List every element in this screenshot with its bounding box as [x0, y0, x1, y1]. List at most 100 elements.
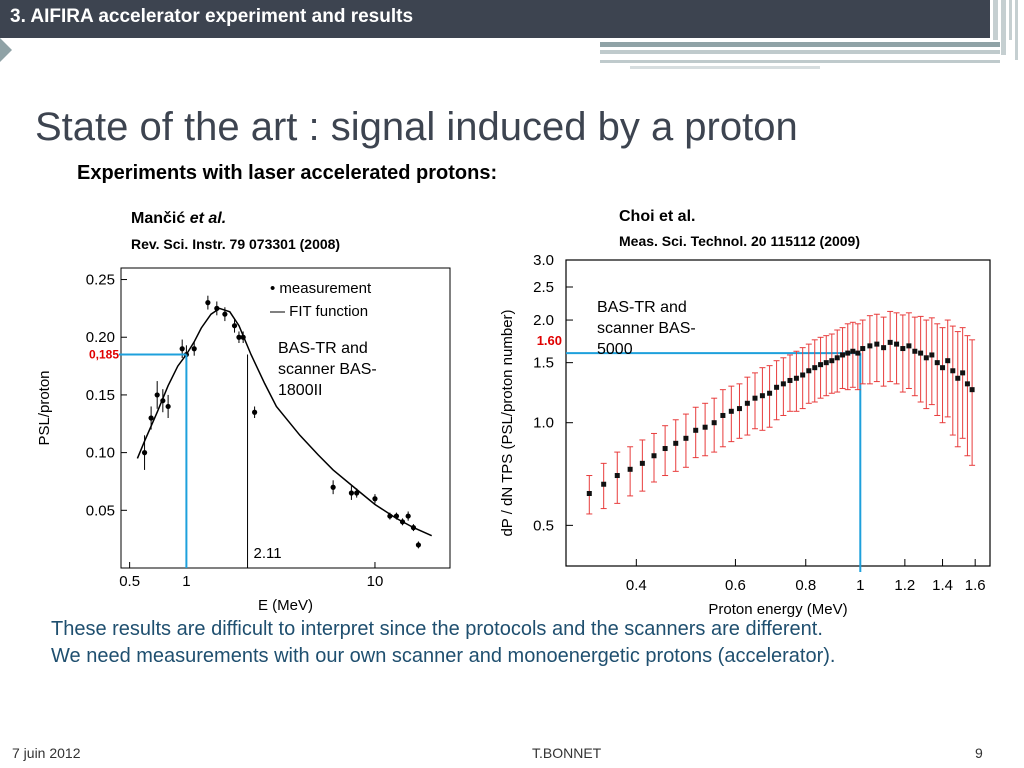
data-point [154, 392, 160, 398]
data-point [683, 435, 689, 441]
right-reference-authors: Choi et al. [619, 208, 696, 225]
data-point [399, 519, 406, 525]
y-tick-label: 1.0 [533, 415, 554, 432]
data-point [165, 403, 171, 410]
x-tick-label: 10 [367, 573, 384, 590]
header-bar [0, 0, 990, 38]
body-line-1: These results are difficult to interpret… [51, 618, 823, 640]
data-point [711, 420, 717, 426]
data-point [191, 346, 197, 352]
data-point [736, 406, 742, 412]
data-point [894, 341, 900, 347]
x-tick-label: 1.6 [965, 577, 986, 594]
data-point [662, 446, 668, 452]
footer-date: 7 juin 2012 [12, 745, 81, 761]
left-reference-etal: et al. [189, 210, 227, 227]
y-tick-label: 0.25 [86, 272, 115, 289]
data-point [673, 440, 679, 446]
data-point [818, 362, 824, 368]
legend-fit: — FIT function [270, 303, 368, 320]
data-point [236, 334, 242, 340]
header-accent-line [600, 42, 1000, 47]
data-point [934, 360, 940, 366]
data-point [955, 375, 961, 381]
decor-bar [993, 0, 998, 40]
slide-title: State of the art : signal induced by a p… [35, 105, 798, 149]
data-point [767, 390, 773, 396]
data-point [855, 350, 861, 356]
data-point [829, 358, 835, 364]
x-tick-label: 0.8 [795, 577, 816, 594]
data-point [372, 496, 378, 502]
data-point [639, 460, 645, 466]
left-reference-authors: Mančić et al. [131, 210, 226, 228]
data-point [160, 398, 166, 404]
data-point [354, 490, 360, 496]
data-point [614, 473, 620, 479]
data-point [774, 384, 780, 390]
data-point [387, 513, 393, 519]
data-point [881, 345, 887, 351]
plot-frame [120, 267, 451, 569]
y-tick-label: 0.05 [86, 502, 115, 519]
data-point [887, 339, 893, 345]
footer-author: T.BONNET [532, 745, 602, 761]
data-point [240, 334, 246, 340]
data-point [693, 427, 699, 433]
y-tick-label: 0.10 [86, 445, 115, 462]
data-point [860, 346, 866, 352]
body-line-2: We need measurements with our own scanne… [51, 645, 836, 667]
data-point [940, 365, 946, 371]
left-chart: 0.05 0.10 0.15 0.20 0.25 0.5 1 10 E (MeV) PSL/pro… [36, 267, 451, 614]
data-point [252, 409, 258, 415]
data-point [141, 450, 148, 456]
left-chart-note: BAS-TR and scanner BAS-1800II [278, 340, 377, 399]
data-point [787, 377, 793, 383]
decor-bar [1015, 0, 1018, 60]
data-point [793, 375, 799, 381]
annotation-label: 2.11 [254, 545, 282, 562]
data-point [744, 400, 750, 406]
y-tick-label: 2.5 [533, 279, 554, 296]
data-point [728, 408, 734, 414]
data-point [929, 352, 935, 358]
decor-bar [1009, 0, 1012, 40]
x-tick-label: 1 [856, 577, 864, 594]
fit-curve [136, 307, 433, 537]
data-point [405, 513, 411, 519]
data-point [231, 323, 238, 329]
x-tick-label: 0.6 [725, 577, 746, 594]
y-tick-label: 1.5 [533, 355, 554, 372]
y-tick-label: 0.5 [533, 517, 554, 534]
y-axis-label: dP / dN TPS (PSL/proton number) [499, 309, 516, 536]
x-tick-label: 1.4 [932, 577, 953, 594]
x-axis-label: Proton energy (MeV) [708, 601, 847, 618]
data-point [945, 358, 951, 364]
x-tick-label: 0.4 [626, 577, 647, 594]
data-point [918, 350, 924, 356]
data-point [834, 355, 840, 361]
header-accent-line [630, 66, 820, 69]
left-reference-name: Mančić [131, 210, 190, 227]
decor-bar [1001, 0, 1006, 55]
data-point [205, 300, 211, 306]
data-point [969, 387, 975, 393]
data-point [702, 424, 708, 430]
data-point [874, 341, 880, 347]
data-point [900, 346, 906, 352]
x-tick-label: 0.5 [119, 573, 140, 590]
data-point [923, 355, 929, 361]
header-accent-line [600, 50, 1000, 54]
data-point [845, 350, 851, 356]
data-point [780, 381, 786, 387]
data-point [850, 348, 856, 354]
y-axis-label: PSL/proton [36, 370, 53, 445]
data-point [720, 412, 726, 418]
data-point [800, 372, 806, 378]
data-point [179, 346, 185, 352]
x-tick-label: 1.2 [894, 577, 915, 594]
right-chart-note: BAS-TR and scanner BAS-5000 [597, 299, 696, 358]
data-point [823, 360, 829, 366]
data-point [812, 365, 818, 371]
body-text: These results are difficult to interpret… [51, 616, 981, 670]
